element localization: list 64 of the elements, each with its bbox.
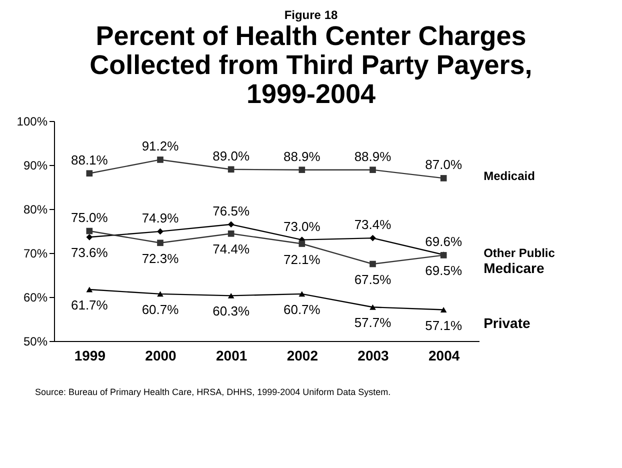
- data-label: 72.3%: [142, 250, 180, 266]
- point: [157, 156, 164, 163]
- data-label: 73.0%: [283, 218, 321, 234]
- data-label: 75.0%: [70, 210, 108, 225]
- data-label: 72.1%: [283, 252, 321, 267]
- text: Medicaid: [484, 169, 535, 184]
- point: [298, 166, 306, 174]
- data-label: 67.5%: [354, 272, 392, 287]
- point: [86, 286, 93, 292]
- point: [86, 228, 93, 234]
- data-label: 57.1%: [425, 318, 462, 333]
- x-tick-label: 2000: [145, 348, 177, 364]
- data-label: 89.0%: [212, 148, 250, 164]
- x-tick-label: 2002: [286, 348, 318, 364]
- chart-subtitle: Figure 18: [283, 7, 339, 22]
- data-label: 74.9%: [142, 210, 180, 226]
- point: [440, 175, 447, 182]
- point: [157, 240, 164, 246]
- y-tick-label: 50%: [23, 334, 48, 348]
- data-label: 69.5%: [425, 263, 462, 278]
- point: [440, 307, 447, 312]
- point: [370, 234, 376, 242]
- x-tick-label: 1999: [74, 348, 106, 364]
- point: [298, 240, 306, 247]
- data-label: 73.6%: [70, 245, 108, 260]
- point: [370, 260, 376, 268]
- point: [228, 221, 234, 228]
- point: [298, 291, 306, 297]
- data-label: 76.5%: [212, 203, 250, 218]
- data-label: 60.7%: [142, 302, 180, 317]
- x-tick-label: 2004: [428, 348, 460, 364]
- point: [228, 230, 234, 237]
- data-label: 74.4%: [212, 242, 250, 257]
- y-tick-label: 80%: [23, 202, 48, 216]
- y-tick-label: 60%: [23, 290, 48, 304]
- data-label: 87.0%: [425, 157, 462, 172]
- data-label: 60.7%: [283, 302, 321, 317]
- point: [370, 304, 376, 310]
- data-label: 73.4%: [354, 217, 392, 232]
- data-label: 60.3%: [212, 304, 250, 319]
- data-label: 69.6%: [425, 234, 462, 249]
- x-tick-label: 2003: [358, 348, 390, 364]
- y-tick-label: 100%: [16, 114, 48, 128]
- x-tick-label: 2001: [216, 348, 248, 364]
- data-label: 88.1%: [70, 152, 108, 168]
- data-label: 91.2%: [142, 138, 180, 154]
- data-label: 57.7%: [354, 315, 392, 330]
- y-tick-label: 90%: [23, 158, 48, 172]
- chart-title: Percent of Health Center Charges Collected from Third Party Payers, 1999-2004: [88, 21, 534, 109]
- point: [157, 291, 164, 297]
- text: Medicare: [484, 260, 544, 276]
- point: [370, 166, 376, 174]
- point: [86, 170, 93, 177]
- text: Other Public: [484, 246, 556, 260]
- data-label: 61.7%: [70, 298, 108, 313]
- point: [228, 166, 234, 173]
- point: [228, 292, 234, 298]
- data-label: 88.9%: [283, 148, 321, 164]
- y-tick-label: 70%: [23, 246, 48, 260]
- point: [157, 228, 164, 235]
- data-label: 88.9%: [354, 148, 392, 164]
- source-note: Source: Bureau of Primary Health Care, HRSA, DHHS, 1999-2004 Uniform Data System.: [35, 387, 392, 397]
- point: [86, 234, 93, 240]
- text: Private: [484, 314, 530, 331]
